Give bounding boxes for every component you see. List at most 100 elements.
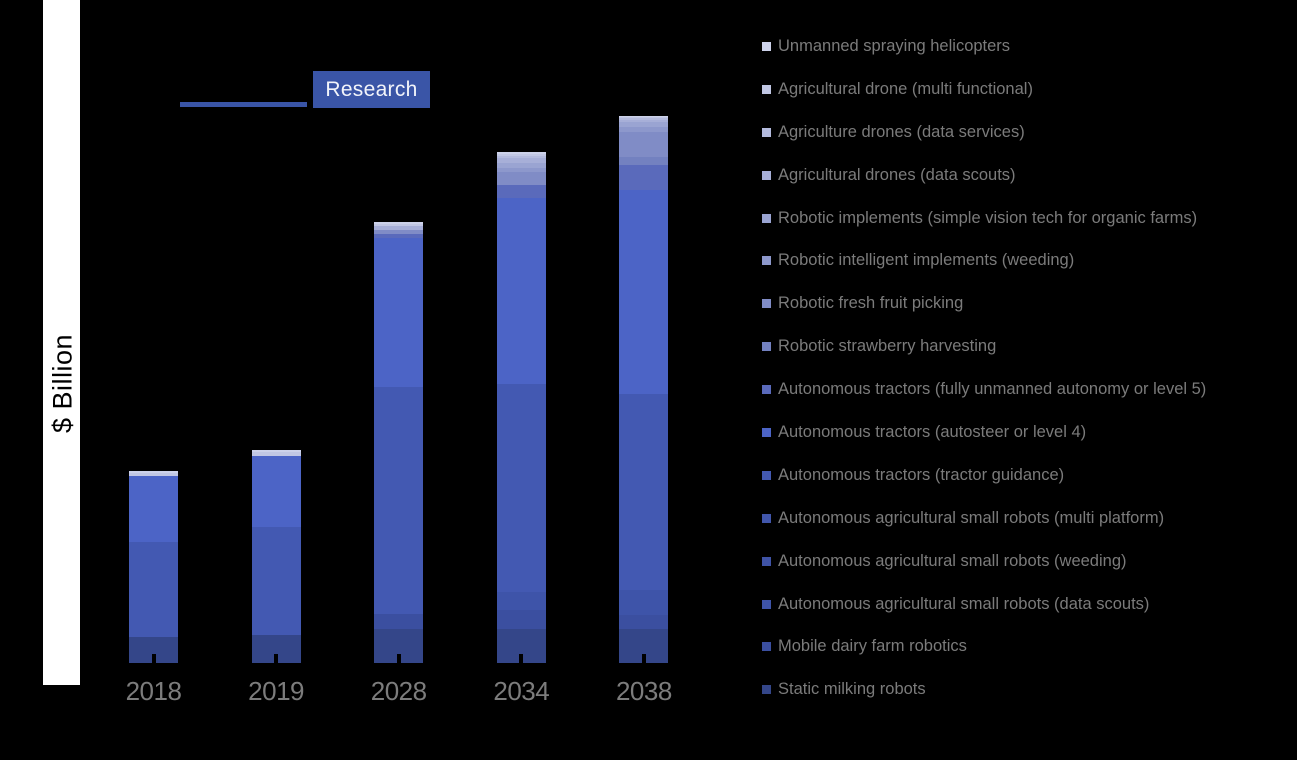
legend-label: Agricultural drone (multi functional) <box>778 79 1033 98</box>
legend-swatch-icon <box>762 470 771 480</box>
legend-item: Autonomous tractors (fully unmanned auto… <box>762 368 1206 411</box>
bar-segment <box>619 157 669 165</box>
legend-swatch-icon <box>762 213 771 223</box>
legend-label: Agricultural drones (data scouts) <box>778 165 1016 184</box>
bar-segment <box>129 476 178 542</box>
bar-segment <box>496 610 546 629</box>
bar-segment <box>619 165 669 190</box>
legend-swatch-icon <box>762 299 771 309</box>
legend-swatch-icon <box>762 127 771 137</box>
bar-segment <box>619 190 669 394</box>
legend-item: Static milking robots <box>762 668 1206 711</box>
legend-swatch-icon <box>762 556 771 566</box>
bar-segment <box>374 230 424 234</box>
bar-segment <box>251 456 301 527</box>
bar-segment <box>496 152 546 154</box>
bar-segment <box>619 394 669 590</box>
y-axis-strip: $ Billion <box>43 0 80 685</box>
legend-swatch-icon <box>762 41 771 51</box>
legend-label: Autonomous tractors (autosteer or level … <box>778 422 1087 441</box>
x-axis-tick <box>396 654 401 663</box>
legend-item: Autonomous agricultural small robots (mu… <box>762 497 1206 540</box>
bar-2018 <box>129 471 178 663</box>
bar-segment <box>374 234 424 238</box>
x-axis-tick <box>274 654 279 663</box>
legend-label: Robotic fresh fruit picking <box>778 294 964 313</box>
legend-item: Autonomous agricultural small robots (we… <box>762 540 1206 583</box>
y-axis-label: $ Billion <box>47 333 78 434</box>
legend-swatch-icon <box>762 599 771 609</box>
bar-segment <box>496 156 546 158</box>
bar-segment <box>496 154 546 156</box>
legend-label: Autonomous agricultural small robots (mu… <box>778 508 1165 527</box>
bar-segment <box>619 116 669 117</box>
legend-item: Autonomous agricultural small robots (da… <box>762 583 1206 626</box>
x-axis-label: 2018 <box>125 676 182 706</box>
x-axis-label: 2038 <box>615 676 672 706</box>
logo-underline <box>180 102 307 107</box>
bar-segment <box>619 127 669 132</box>
legend-swatch-icon <box>762 84 771 94</box>
bar-segment <box>619 132 669 157</box>
legend-swatch-icon <box>762 513 771 523</box>
legend-item: Agricultural drones (data scouts) <box>762 154 1206 197</box>
bar-segment <box>496 185 546 198</box>
bar-segment <box>496 198 546 384</box>
legend-label: Agriculture drones (data services) <box>778 122 1025 141</box>
legend-item: Autonomous tractors (autosteer or level … <box>762 411 1206 454</box>
bar-segment <box>251 450 301 452</box>
legend-item: Agriculture drones (data services) <box>762 111 1206 154</box>
bar-segment <box>619 120 669 122</box>
legend-swatch-icon <box>762 342 771 352</box>
legend-swatch-icon <box>762 170 771 180</box>
x-axis-tick <box>151 654 156 663</box>
bar-segment <box>374 614 424 629</box>
bar-segment <box>496 172 546 185</box>
legend-label: Robotic intelligent implements (weeding) <box>778 251 1075 270</box>
legend-swatch-icon <box>762 256 771 266</box>
x-axis-tick <box>519 654 524 663</box>
bar-segment <box>374 387 424 614</box>
x-axis-tick <box>641 654 646 663</box>
bar-segment <box>619 122 669 127</box>
legend-item: Robotic fresh fruit picking <box>762 282 1206 325</box>
legend-item: Mobile dairy farm robotics <box>762 625 1206 668</box>
bar-segment <box>496 158 546 163</box>
legend-label: Static milking robots <box>778 680 926 699</box>
bar-2034 <box>496 152 546 663</box>
legend-item: Agricultural drone (multi functional) <box>762 68 1206 111</box>
bar-segment <box>619 590 669 615</box>
legend-swatch-icon <box>762 642 771 652</box>
legend-item: Unmanned spraying helicopters <box>762 25 1206 68</box>
bar-segment <box>619 117 669 118</box>
legend-item: Robotic intelligent implements (weeding) <box>762 239 1206 282</box>
legend-label: Autonomous tractors (tractor guidance) <box>778 465 1065 484</box>
research-badge-label: Research <box>325 77 418 101</box>
bar-segment <box>374 226 424 230</box>
legend-item: Robotic implements (simple vision tech f… <box>762 197 1206 240</box>
legend-label: Autonomous agricultural small robots (we… <box>778 551 1127 570</box>
bar-2019 <box>251 450 301 663</box>
bar-segment <box>496 168 546 172</box>
legend-label: Mobile dairy farm robotics <box>778 637 967 656</box>
bar-segment <box>129 542 178 637</box>
x-axis-label: 2034 <box>493 676 550 706</box>
legend-swatch-icon <box>762 385 771 395</box>
bar-segment <box>496 592 546 610</box>
bar-segment <box>374 224 424 226</box>
legend-swatch-icon <box>762 685 771 695</box>
bar-segment <box>496 384 546 592</box>
bar-segment <box>129 471 178 473</box>
bar-2038 <box>619 116 669 663</box>
legend: Unmanned spraying helicopters Agricultura… <box>762 25 1206 711</box>
bar-segment <box>251 452 301 456</box>
x-axis-label: 2028 <box>370 676 427 706</box>
bar-segment <box>496 163 546 168</box>
bar-segment <box>374 238 424 387</box>
legend-item: Robotic strawberry harvesting <box>762 325 1206 368</box>
x-axis-label: 2019 <box>248 676 305 706</box>
legend-label: Autonomous tractors (fully unmanned auto… <box>778 380 1207 399</box>
bar-segment <box>374 222 424 224</box>
legend-label: Unmanned spraying helicopters <box>778 36 1011 55</box>
